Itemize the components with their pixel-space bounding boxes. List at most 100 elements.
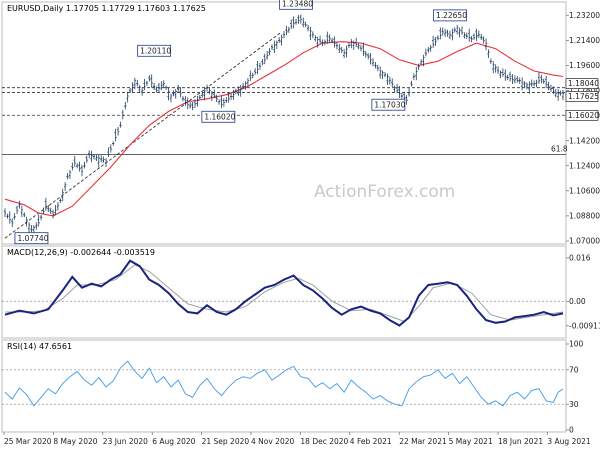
ohlc-bar (335, 41, 339, 50)
ohlc-bar (174, 88, 177, 99)
macd-pane-frame (1, 245, 567, 339)
macd-tick-label: 0.016 (569, 254, 591, 263)
svg-text:1.16020: 1.16020 (568, 111, 599, 120)
ohlc-bar (145, 80, 149, 86)
price-tick-label: 1.14200 (569, 136, 600, 145)
ohlc-bar (160, 81, 163, 91)
ohlc-bar (244, 81, 247, 90)
ohlc-bar (439, 27, 442, 40)
ohlc-bar (366, 52, 370, 60)
date-tick-label: 22 Mar 2021 (399, 437, 447, 446)
ohlc-bar (364, 50, 367, 58)
ohlc-bar (330, 37, 334, 44)
ohlc-bar (547, 81, 550, 91)
ohlc-bar (54, 205, 57, 216)
ohlc-bar (61, 188, 64, 202)
ohlc-bar (150, 74, 153, 88)
ohlc-bar (210, 90, 214, 101)
ohlc-bar (321, 39, 324, 47)
ohlc-bar (453, 27, 456, 33)
ohlc-bar (487, 49, 490, 59)
price-tick-label: 1.19600 (569, 61, 600, 70)
ohlc-bar (49, 207, 52, 214)
price-annotation: 1.22650 (433, 9, 467, 22)
ohlc-bar (499, 70, 502, 79)
ohlc-bar (42, 207, 45, 214)
ohlc-bar (323, 39, 327, 46)
ohlc-bar (232, 89, 235, 100)
ohlc-bar (277, 37, 281, 43)
ohlc-bar (407, 87, 411, 97)
ohlc-bar (198, 94, 202, 101)
ohlc-bar (525, 82, 529, 90)
ohlc-bar (415, 66, 418, 81)
date-tick-label: 3 Aug 2021 (547, 437, 590, 446)
ohlc-bar (297, 15, 300, 24)
ohlc-bar (196, 95, 199, 107)
ohlc-bar (443, 28, 447, 37)
ohlc-bar (225, 97, 228, 103)
moving-average-line (4, 41, 564, 217)
ohlc-bar (227, 92, 230, 103)
ohlc-bar (362, 42, 365, 56)
price-tag: 1.17625 (565, 91, 599, 102)
ohlc-bar (506, 74, 509, 80)
price-tick-label: 1.08800 (569, 212, 600, 221)
ohlc-bar (561, 90, 565, 101)
ohlc-bar (465, 32, 468, 40)
ohlc-bar (556, 89, 560, 101)
ohlc-bar (417, 63, 420, 71)
ohlc-bar (20, 205, 24, 218)
ohlc-bar (294, 18, 298, 25)
ohlc-bar (338, 43, 341, 54)
ohlc-bar (176, 84, 180, 93)
ohlc-bar (328, 34, 331, 44)
date-tick-label: 4 Nov 2020 (251, 437, 294, 446)
ohlc-bar (480, 34, 483, 41)
price-tick-label: 1.17800 (569, 86, 600, 95)
ohlc-bar (477, 30, 481, 39)
ohlc-bar (333, 36, 336, 48)
ohlc-bar (124, 101, 127, 110)
ohlc-bar (549, 84, 553, 92)
ohlc-bar (492, 61, 495, 74)
ohlc-bar (126, 91, 129, 103)
ohlc-bar (357, 43, 360, 50)
ohlc-bar (504, 69, 507, 81)
ohlc-bar (470, 35, 473, 43)
ohlc-bar (114, 128, 117, 142)
ohlc-bar (186, 97, 189, 110)
rsi-tick-label: 30 (569, 400, 579, 409)
ohlc-bar (340, 46, 343, 54)
ohlc-bar (234, 88, 238, 95)
ohlc-bar (102, 156, 105, 163)
ohlc-bar (458, 27, 461, 38)
ohlc-bar (268, 48, 271, 56)
svg-text:1.17625: 1.17625 (568, 92, 599, 101)
ohlc-bar (429, 44, 432, 52)
ohlc-bar (350, 39, 353, 49)
rsi-pane-frame (1, 339, 567, 433)
ohlc-bar (302, 17, 305, 28)
date-tick-label: 21 Sep 2020 (202, 437, 250, 446)
ohlc-bar (152, 82, 156, 91)
ohlc-bar (292, 16, 295, 29)
ohlc-bar (203, 86, 206, 101)
ohlc-bar (304, 21, 307, 28)
ohlc-bar (140, 87, 144, 96)
ohlc-bar (109, 144, 113, 153)
ohlc-bar (535, 79, 538, 88)
macd-line (4, 259, 564, 327)
ohlc-bar (311, 31, 315, 39)
ohlc-bar (391, 78, 394, 88)
price-annotation: 1.16020 (201, 110, 236, 123)
rsi-pane-title: RSI(14) 47.6561 (7, 342, 72, 351)
svg-text:1.16020: 1.16020 (204, 113, 235, 122)
ohlc-bar (121, 109, 125, 120)
price-annotation: 1.17030 (371, 98, 406, 111)
ohlc-bar (92, 154, 96, 160)
ohlc-bar (314, 35, 317, 42)
ohlc-bar (256, 60, 259, 75)
ohlc-bar (309, 26, 312, 41)
